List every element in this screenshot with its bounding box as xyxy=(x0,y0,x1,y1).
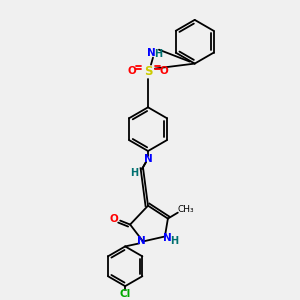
Text: O: O xyxy=(110,214,118,224)
Text: N: N xyxy=(163,233,171,244)
Text: N: N xyxy=(147,48,155,58)
Text: O: O xyxy=(128,65,136,76)
Text: CH₃: CH₃ xyxy=(178,205,194,214)
Text: S: S xyxy=(144,65,152,78)
Text: Cl: Cl xyxy=(119,289,131,299)
Text: H: H xyxy=(154,49,162,59)
Text: H: H xyxy=(170,236,178,246)
Text: N: N xyxy=(144,154,152,164)
Text: N: N xyxy=(137,236,146,246)
Text: H: H xyxy=(130,168,138,178)
Text: O: O xyxy=(160,65,168,76)
